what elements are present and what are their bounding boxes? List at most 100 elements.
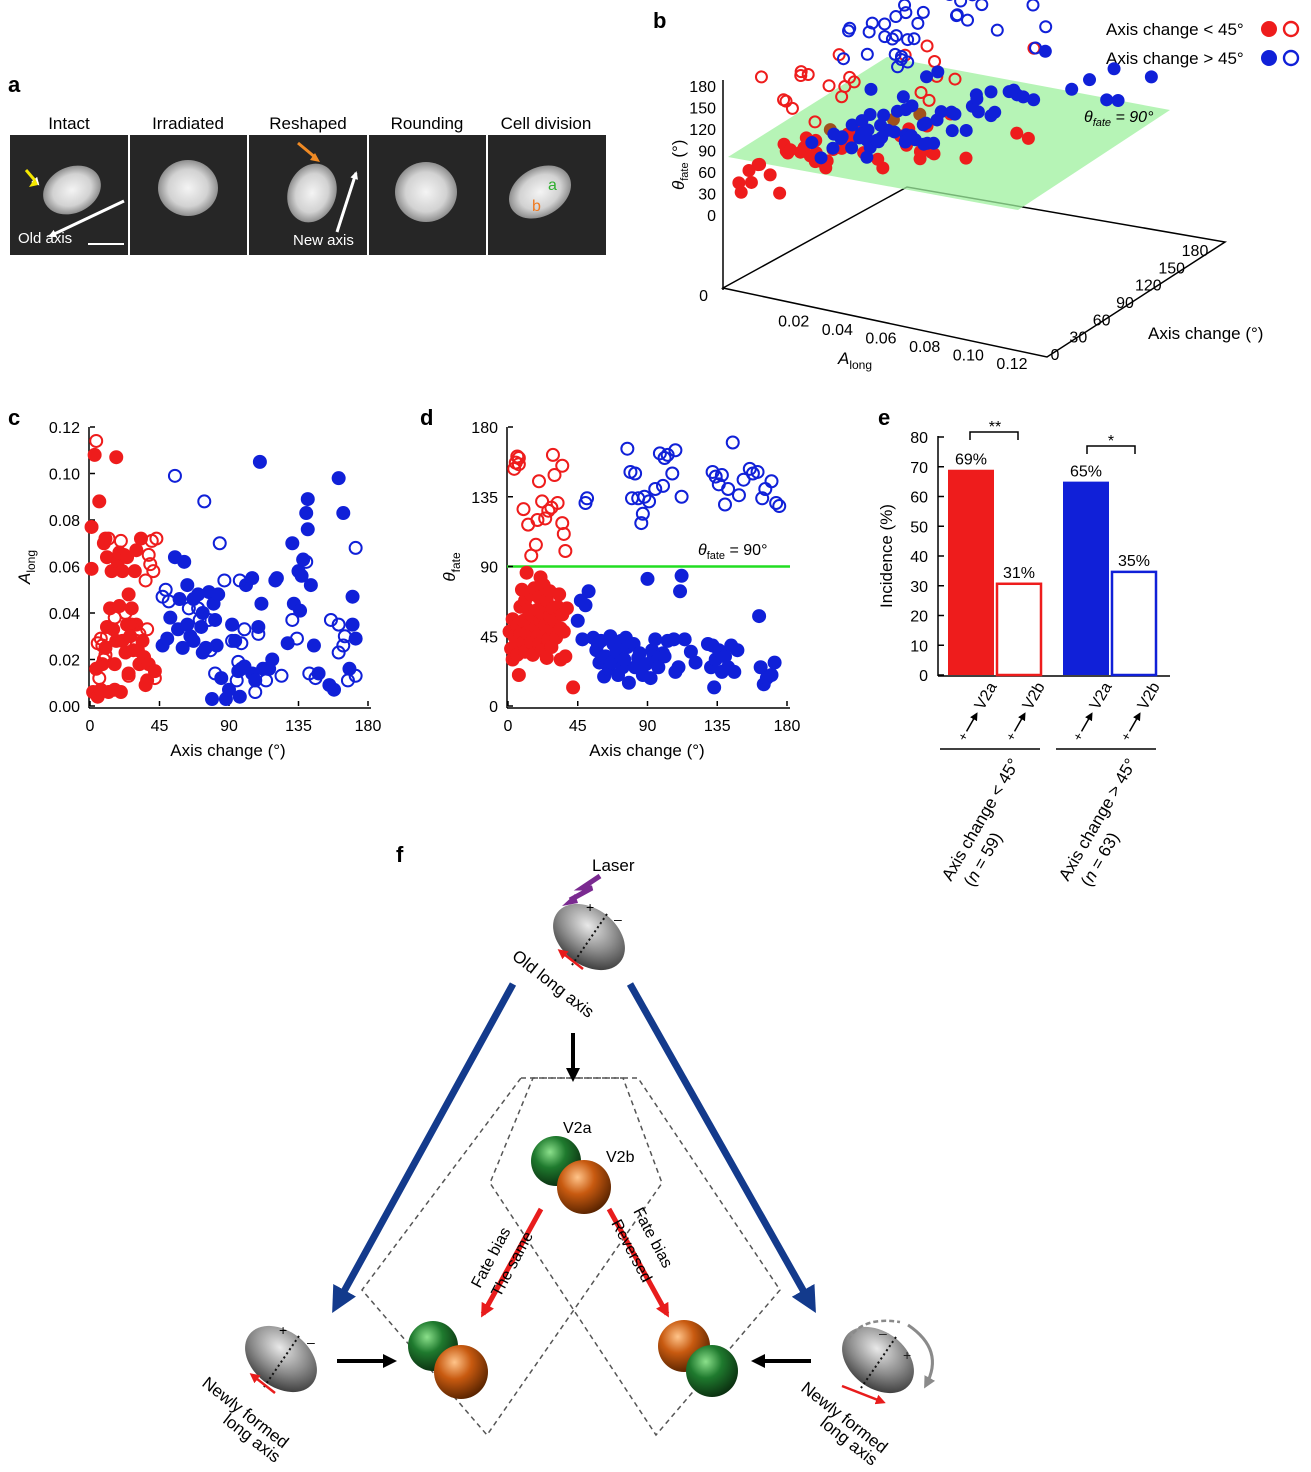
e-category-labels: + V2a + V2b + V2a + V2b bbox=[955, 680, 1164, 744]
c-point bbox=[331, 471, 346, 486]
panel-d-chart: θfate = 90° 0 45 90 135 180 0 45 90 135 180 Axis … bbox=[440, 420, 800, 760]
d-point bbox=[660, 447, 675, 462]
b-z-tick-label: 90 bbox=[698, 144, 716, 161]
e-category-arrow bbox=[1128, 712, 1141, 732]
panel-label-f: f bbox=[396, 842, 404, 867]
b-point bbox=[934, 105, 948, 119]
b-point bbox=[959, 123, 973, 137]
daughter-a-label: a bbox=[548, 177, 557, 194]
d-data-points bbox=[502, 435, 787, 695]
b-point bbox=[773, 186, 787, 200]
d-point bbox=[580, 491, 595, 506]
d-point bbox=[725, 435, 740, 450]
e-category-arrow bbox=[1013, 712, 1026, 732]
b-y-axis-label: Axis change (°) bbox=[1148, 324, 1263, 343]
frame-label-reshaped: Reshaped bbox=[269, 114, 347, 133]
b-point bbox=[945, 124, 959, 138]
e-bar bbox=[1063, 481, 1109, 675]
d-point bbox=[511, 457, 526, 472]
left-plus-sign: + bbox=[279, 1322, 287, 1338]
c-x-tick-label: 90 bbox=[220, 718, 238, 735]
b-y-tick-label: 150 bbox=[1158, 260, 1185, 277]
old-axis-label: Old axis bbox=[18, 230, 72, 247]
b-x-tick-label: 0.12 bbox=[996, 356, 1027, 373]
c-point bbox=[262, 661, 277, 676]
new-axis-arrow-icon bbox=[335, 171, 358, 233]
c-point bbox=[98, 531, 113, 546]
b-point bbox=[922, 93, 936, 107]
b-point bbox=[1010, 126, 1024, 140]
b-point bbox=[1029, 41, 1043, 55]
c-point bbox=[300, 522, 315, 537]
b-point bbox=[928, 54, 942, 68]
top-plus-sign: + bbox=[586, 899, 594, 915]
b-point bbox=[1083, 73, 1097, 87]
b-y-tick-label: 60 bbox=[1093, 312, 1111, 329]
legend-lt45-label: Axis change < 45° bbox=[1106, 20, 1244, 39]
d-y-tick-label: 135 bbox=[471, 490, 498, 507]
e-ticks: 0 10 20 30 40 50 60 70 80 bbox=[910, 430, 944, 685]
b-point bbox=[1016, 90, 1030, 104]
c-point bbox=[294, 568, 309, 583]
e-category-tick: + V2b bbox=[1118, 680, 1164, 744]
d-x-tick-label: 0 bbox=[504, 718, 513, 735]
b-point bbox=[877, 108, 891, 122]
c-point bbox=[205, 692, 220, 707]
b-point bbox=[927, 147, 941, 161]
e-y-tick-label: 70 bbox=[910, 460, 928, 477]
c-point bbox=[251, 626, 266, 641]
b-point bbox=[878, 30, 892, 44]
d-point bbox=[727, 664, 742, 679]
b-point bbox=[1026, 0, 1040, 12]
panel-c-chart: 0 45 90 135 1800.000.020.040.060.080.100.12 … bbox=[15, 420, 381, 760]
e-category-label: V2b bbox=[1135, 680, 1164, 713]
e-y-tick-label: 10 bbox=[910, 638, 928, 655]
b-y-tick-label: 180 bbox=[1182, 243, 1209, 260]
b-point bbox=[777, 93, 791, 107]
c-y-tick-label: 0.04 bbox=[49, 606, 80, 623]
c-point bbox=[337, 629, 352, 644]
d-y-tick-label: 180 bbox=[471, 420, 498, 437]
frame-label-irradiated: Irradiated bbox=[152, 114, 224, 133]
b-point bbox=[860, 150, 874, 164]
d-x-tick-label: 180 bbox=[774, 718, 801, 735]
d-point bbox=[541, 503, 556, 518]
b-point bbox=[898, 0, 912, 12]
d-y-tick-label: 45 bbox=[480, 629, 498, 646]
c-point bbox=[234, 636, 249, 651]
d-point bbox=[552, 587, 567, 602]
b-x-tick-label: 0.02 bbox=[778, 314, 809, 331]
d-point bbox=[643, 671, 658, 686]
b-point bbox=[907, 32, 921, 46]
d-point bbox=[752, 609, 767, 624]
d-point bbox=[767, 655, 782, 670]
e-value-label: 35% bbox=[1118, 553, 1150, 570]
d-point bbox=[755, 491, 770, 506]
b-x-tick-labels: 0.02 0.04 0.06 0.08 0.10 0.12 bbox=[778, 314, 1028, 374]
c-point bbox=[107, 657, 122, 672]
d-point bbox=[559, 601, 574, 616]
e-group-2-label: Axis change > 45°(n = 63) bbox=[1055, 755, 1159, 895]
b-point bbox=[950, 9, 964, 23]
b-z-axis-label: θfate (°) bbox=[669, 140, 691, 190]
b-z-tick-label: 120 bbox=[689, 122, 716, 139]
d-reference-label: θfate = 90° bbox=[698, 542, 767, 562]
d-point bbox=[714, 468, 729, 483]
b-point bbox=[783, 143, 797, 157]
d-point bbox=[731, 488, 746, 503]
c-point bbox=[348, 631, 363, 646]
c-point bbox=[274, 668, 289, 683]
cell-dividing bbox=[509, 165, 571, 219]
c-point bbox=[138, 573, 153, 588]
e-y-tick-label: 20 bbox=[910, 609, 928, 626]
d-point bbox=[556, 526, 571, 541]
d-point bbox=[545, 447, 560, 462]
b-point bbox=[894, 52, 908, 66]
e-category-plus: + bbox=[1003, 729, 1020, 743]
b-y-tick-label: 90 bbox=[1116, 295, 1134, 312]
b-point bbox=[975, 0, 989, 12]
b-point bbox=[904, 129, 918, 143]
c-point bbox=[327, 682, 342, 697]
